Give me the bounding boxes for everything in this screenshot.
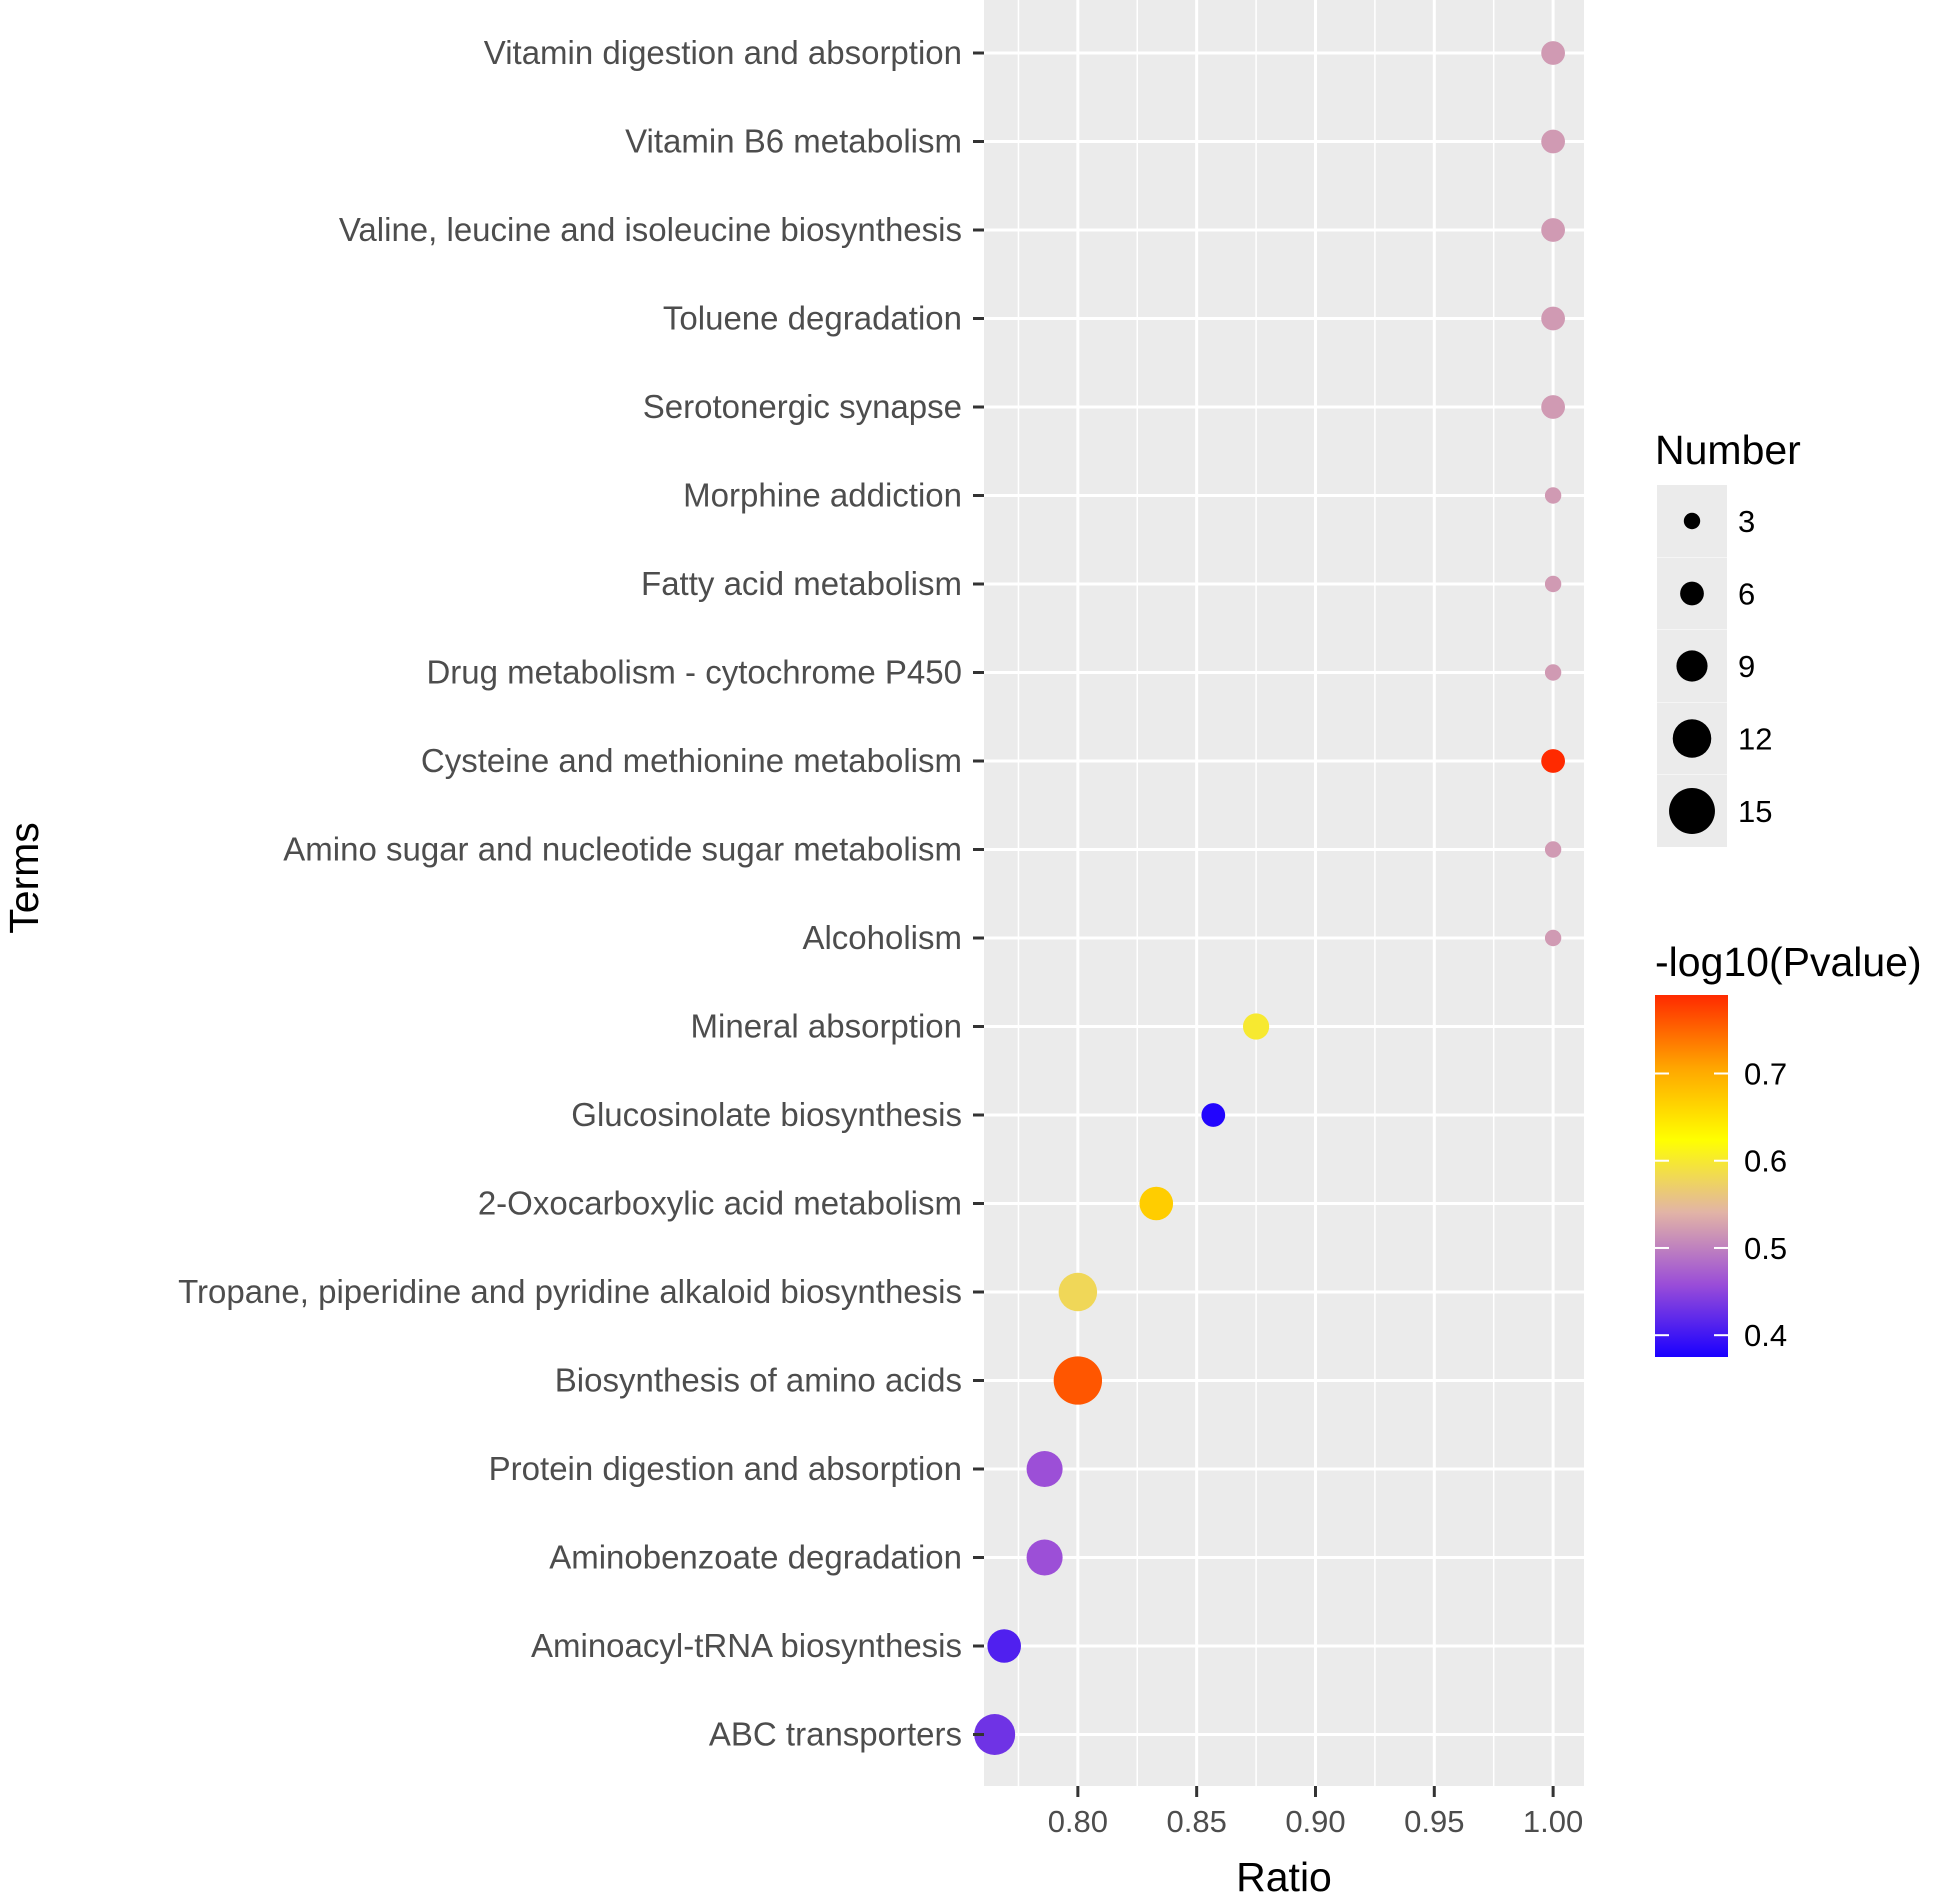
y-tick-label: Vitamin digestion and absorption — [484, 34, 962, 71]
color-legend-title: -log10(Pvalue) — [1655, 939, 1922, 985]
data-point — [1026, 1539, 1063, 1576]
x-tick-label: 0.85 — [1167, 1804, 1227, 1839]
x-tick-label: 1.00 — [1523, 1804, 1583, 1839]
color-legend: -log10(Pvalue) 0.4 0.5 0.6 0.7 — [1655, 939, 1922, 1357]
y-tick-label: Aminoacyl-tRNA biosynthesis — [531, 1627, 962, 1664]
y-tick-label: 2-Oxocarboxylic acid metabolism — [478, 1185, 962, 1222]
data-point — [1541, 218, 1565, 242]
y-tick-label: Mineral absorption — [691, 1008, 962, 1045]
y-tick-label: Aminobenzoate degradation — [549, 1539, 962, 1576]
plot-panel — [974, 0, 1584, 1786]
y-tick-label: Alcoholism — [802, 919, 962, 956]
data-point — [1541, 395, 1565, 419]
y-tick-label: Fatty acid metabolism — [641, 565, 962, 602]
y-tick-label: Glucosinolate biosynthesis — [571, 1096, 962, 1133]
data-point — [1541, 749, 1565, 773]
y-tick-label: ABC transporters — [709, 1716, 962, 1753]
y-tick-label: Tropane, piperidine and pyridine alkaloi… — [178, 1273, 962, 1310]
size-legend-dot — [1669, 788, 1715, 834]
data-point — [1544, 929, 1562, 947]
size-legend-dot — [1683, 512, 1701, 530]
size-legend: Number 3 6 9 12 15 — [1655, 427, 1801, 847]
data-point — [1242, 1013, 1270, 1040]
size-legend-dot — [1680, 581, 1704, 606]
size-legend-title: Number — [1655, 427, 1801, 473]
data-point — [1201, 1103, 1226, 1127]
x-tick-label: 0.90 — [1285, 1804, 1345, 1839]
x-axis: 0.80 0.85 0.90 0.95 1.00 — [1048, 1786, 1583, 1839]
y-tick-label: Cysteine and methionine metabolism — [421, 742, 962, 779]
y-tick-label: Protein digestion and absorption — [489, 1450, 962, 1487]
y-axis: Vitamin digestion and absorption Vitamin … — [178, 34, 984, 1753]
data-point — [1058, 1272, 1098, 1312]
size-legend-label: 3 — [1738, 504, 1755, 539]
size-legend-dot — [1672, 719, 1712, 758]
y-tick-label: Drug metabolism - cytochrome P450 — [426, 654, 962, 691]
y-tick-label: Toluene degradation — [663, 300, 962, 337]
x-axis-title: Ratio — [1236, 1854, 1332, 1900]
color-legend-label: 0.6 — [1744, 1144, 1787, 1179]
panel-background — [984, 0, 1584, 1786]
size-legend-dot — [1676, 650, 1708, 682]
size-legend-label: 12 — [1738, 722, 1772, 757]
data-point — [1544, 575, 1562, 593]
color-legend-label: 0.5 — [1744, 1231, 1787, 1266]
data-point — [1139, 1186, 1174, 1221]
y-tick-label: Valine, leucine and isoleucine biosynthe… — [339, 211, 962, 248]
y-tick-label: Biosynthesis of amino acids — [555, 1362, 962, 1399]
x-tick-label: 0.80 — [1048, 1804, 1108, 1839]
color-legend-bar — [1655, 995, 1728, 1357]
data-point — [1544, 841, 1562, 858]
data-point — [1544, 664, 1562, 681]
data-point — [987, 1629, 1021, 1663]
y-tick-label: Morphine addiction — [683, 477, 962, 514]
data-point — [1053, 1356, 1103, 1405]
size-legend-label: 9 — [1738, 649, 1755, 684]
data-point — [1541, 129, 1565, 154]
data-point — [974, 1714, 1016, 1755]
size-legend-label: 6 — [1738, 577, 1755, 612]
x-tick-label: 0.95 — [1404, 1804, 1464, 1839]
data-point — [1026, 1450, 1063, 1488]
color-legend-label: 0.7 — [1744, 1057, 1787, 1092]
data-point — [1541, 41, 1565, 65]
y-tick-label: Serotonergic synapse — [643, 388, 962, 425]
y-tick-label: Amino sugar and nucleotide sugar metabol… — [283, 831, 962, 868]
data-point — [1541, 306, 1565, 331]
color-legend-label: 0.4 — [1744, 1318, 1787, 1353]
y-axis-title: Terms — [1, 822, 47, 934]
data-point — [1544, 487, 1562, 504]
size-legend-label: 15 — [1738, 794, 1772, 829]
y-tick-label: Vitamin B6 metabolism — [625, 123, 962, 160]
